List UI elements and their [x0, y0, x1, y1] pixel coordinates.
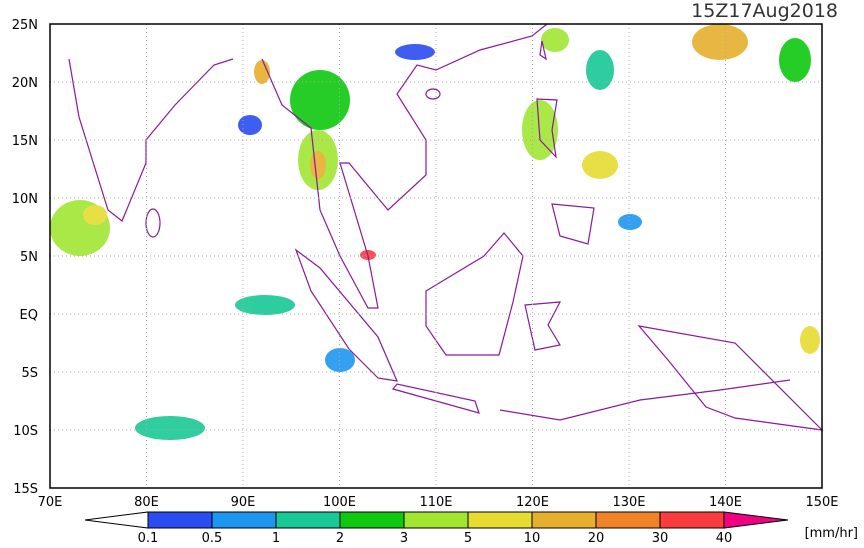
lat-label: 5S — [21, 366, 38, 381]
lon-label: 130E — [612, 495, 645, 510]
colorbar-box — [531, 511, 597, 529]
lon-label: 140E — [709, 495, 742, 510]
colorbar-box — [275, 511, 341, 529]
colorbar-high-triangle — [723, 511, 789, 529]
lon-label: 100E — [323, 495, 356, 510]
colorbar-box — [595, 511, 661, 529]
colorbar-label: 1 — [272, 531, 280, 544]
colorbar-label: 20 — [588, 531, 605, 544]
colorbar-label: 10 — [524, 531, 541, 544]
graticule — [50, 24, 822, 488]
lat-label: 5N — [20, 250, 38, 265]
colorbar-box — [467, 511, 533, 529]
lat-label: 25N — [12, 18, 38, 33]
lon-label: 80E — [134, 495, 159, 510]
colorbar-low-triangle — [84, 511, 149, 529]
colorbar-box — [403, 511, 469, 529]
colorbar-label: 30 — [652, 531, 669, 544]
lon-label: 150E — [805, 495, 838, 510]
colorbar-unit: [mm/hr] — [805, 526, 858, 541]
lon-label: 90E — [231, 495, 256, 510]
colorbar-label: 40 — [716, 531, 733, 544]
coastlines — [68, 23, 824, 431]
colorbar-label: 0.5 — [202, 531, 223, 544]
colorbar-box — [211, 511, 277, 529]
lat-label: 15S — [13, 482, 38, 497]
colorbar-label: 2 — [336, 531, 344, 544]
lat-label: EQ — [20, 308, 38, 323]
colorbar-label: 5 — [464, 531, 472, 544]
lat-label: 10N — [12, 192, 38, 207]
map-title: 15Z17Aug2018 — [691, 0, 838, 22]
lat-label: 10S — [13, 424, 38, 439]
colorbar-box — [659, 511, 725, 529]
map-frame — [49, 23, 823, 489]
colorbar-box — [147, 511, 213, 529]
lat-label: 15N — [12, 134, 38, 149]
lat-label: 20N — [12, 76, 38, 91]
colorbar-label: 0.1 — [138, 531, 159, 544]
colorbar-label: 3 — [400, 531, 408, 544]
colorbar-box — [339, 511, 405, 529]
rain-areas — [50, 24, 820, 440]
lon-label: 70E — [38, 495, 63, 510]
lon-label: 120E — [516, 495, 549, 510]
lon-label: 110E — [419, 495, 452, 510]
